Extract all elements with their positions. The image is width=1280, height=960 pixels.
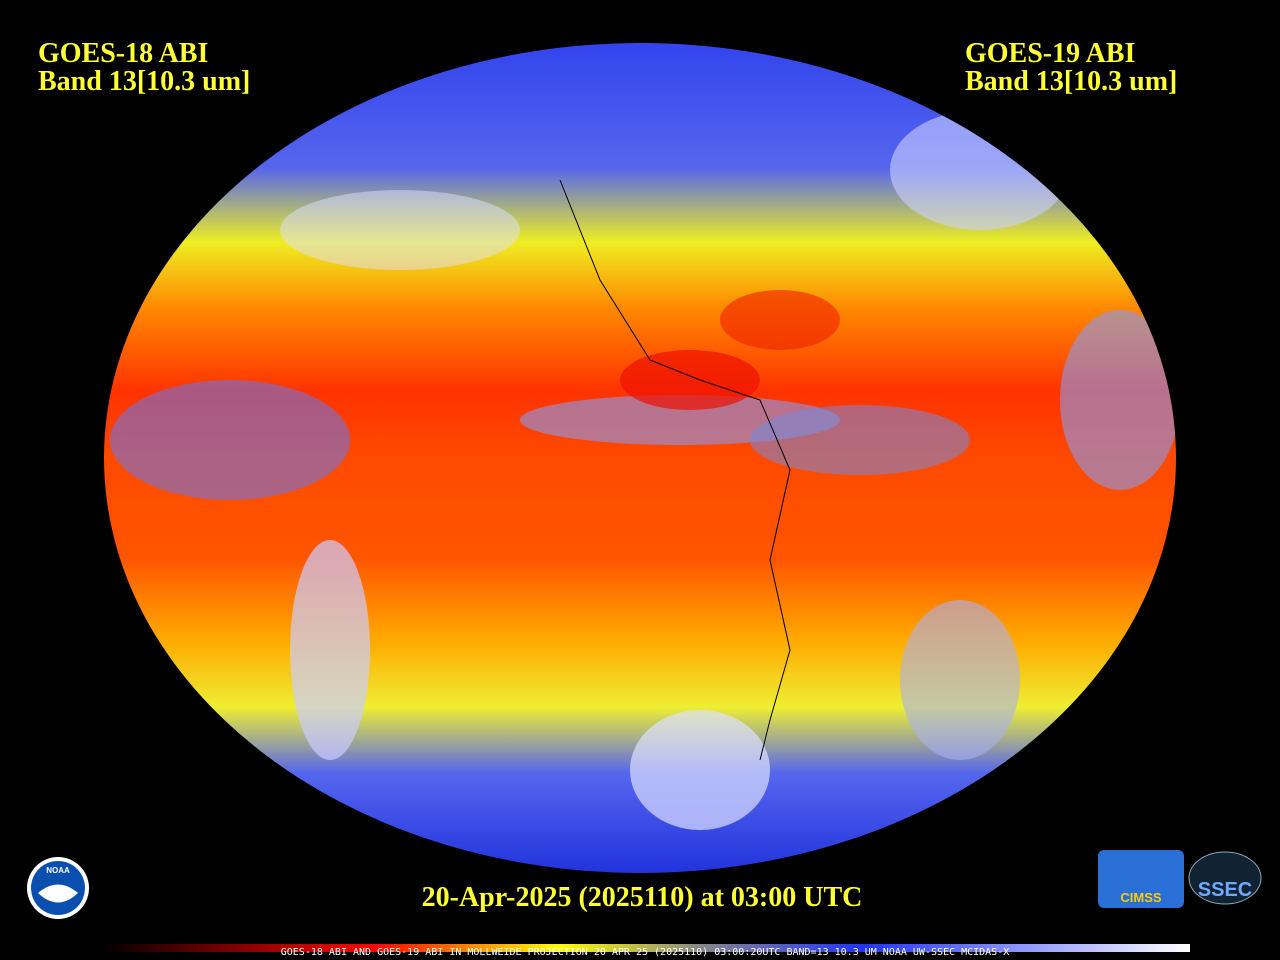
cimss-logo bbox=[1098, 850, 1184, 908]
ssec-label: SSEC bbox=[1198, 879, 1252, 901]
noaa-bird bbox=[38, 884, 78, 903]
ssec-logo bbox=[1188, 851, 1262, 905]
footer-caption: GOES-18 ABI AND GOES-19 ABI IN MOLLWEIDE… bbox=[281, 947, 1009, 958]
right-title: GOES-19 ABI bbox=[965, 38, 1135, 69]
noaa-label: NOAA bbox=[46, 866, 70, 875]
cloud-features bbox=[110, 110, 1176, 830]
cimss-label: CIMSS bbox=[1120, 890, 1162, 905]
coastline bbox=[559, 179, 791, 761]
color-bar bbox=[100, 944, 1190, 952]
right-band: Band 13[10.3 um] bbox=[965, 66, 1177, 97]
left-band: Band 13[10.3 um] bbox=[38, 66, 250, 97]
left-title: GOES-18 ABI bbox=[38, 38, 208, 69]
timestamp: 20-Apr-2025 (2025110) at 03:00 UTC bbox=[422, 882, 863, 913]
